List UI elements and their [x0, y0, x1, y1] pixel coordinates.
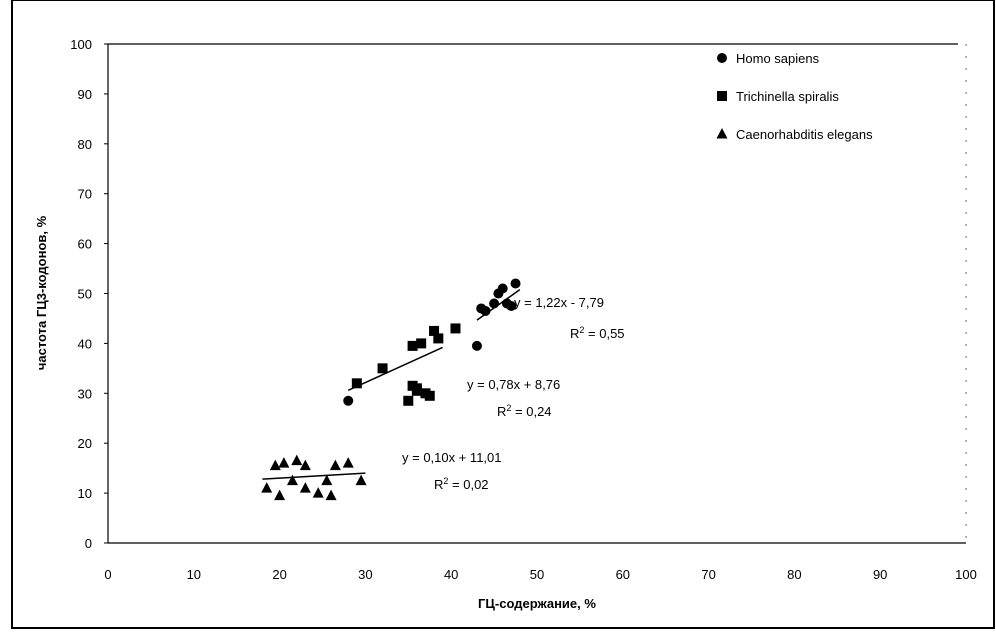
trend-equation: y = 0,78x + 8,76	[467, 377, 560, 392]
data-point	[312, 487, 324, 498]
x-tick-label: 30	[358, 567, 372, 582]
y-tick-label: 20	[78, 436, 92, 451]
legend-entry: Caenorhabditis elegans	[736, 127, 873, 142]
trend-equation: y = 0,10x + 11,01	[402, 450, 502, 465]
data-point	[269, 459, 281, 471]
data-point	[351, 378, 362, 389]
data-point	[424, 390, 435, 401]
legend-marker	[717, 53, 727, 63]
data-point	[450, 323, 461, 334]
trend-r-squared: R2 = 0,55	[570, 325, 625, 341]
tick-labels: 0 10 20 30 40 50 60 70 80 90 100 0 10 20 30 40 50 60 70 80 9…	[70, 37, 977, 582]
data-point	[261, 482, 273, 493]
data-point	[286, 474, 298, 486]
data-point	[278, 457, 290, 468]
x-tick-label: 100	[955, 567, 977, 582]
x-tick-label: 20	[272, 567, 286, 582]
data-point	[329, 459, 341, 471]
data-point	[299, 482, 311, 493]
y-tick-label: 40	[78, 336, 92, 351]
legend-marker	[717, 91, 727, 101]
data-point	[342, 457, 354, 468]
data-point	[497, 283, 508, 294]
data-point	[506, 300, 517, 311]
data-point	[325, 489, 337, 501]
trend-equation: y = 1,22x - 7,79	[514, 295, 604, 310]
legend-entry: Trichinella spiralis	[736, 89, 839, 104]
legend: Homo sapiens Trichinella spiralis Caenorha…	[716, 51, 873, 142]
x-tick-label: 70	[701, 567, 715, 582]
y-axis-title: частота ГЦ3-кодонов, %	[34, 215, 49, 370]
data-point	[411, 383, 422, 394]
axes	[104, 43, 966, 544]
y-tick-label: 0	[85, 536, 92, 551]
x-tick-label: 80	[787, 567, 801, 582]
data-point	[299, 459, 311, 471]
data-point	[355, 474, 367, 486]
data-point	[471, 340, 482, 351]
x-tick-label: 40	[444, 567, 458, 582]
trend-r-squared: R2 = 0,24	[497, 403, 552, 419]
x-tick-label: 10	[187, 567, 201, 582]
data-point	[489, 298, 500, 309]
data-point	[403, 395, 414, 406]
x-tick-label: 60	[616, 567, 630, 582]
legend-entry: Homo sapiens	[736, 51, 820, 66]
data-point	[429, 325, 440, 336]
x-tick-label: 50	[530, 567, 544, 582]
data-point	[510, 278, 521, 289]
trend-r-squared: R2 = 0,02	[434, 476, 489, 492]
x-tick-label: 0	[104, 567, 111, 582]
data-points	[261, 278, 521, 501]
data-point	[321, 474, 333, 486]
trend-line	[262, 472, 366, 480]
data-point	[416, 338, 427, 349]
data-point	[274, 489, 286, 501]
legend-marker	[716, 128, 728, 139]
data-point	[377, 363, 388, 374]
data-point	[291, 454, 303, 466]
data-point	[407, 340, 418, 351]
y-tick-label: 10	[78, 486, 92, 501]
y-tick-label: 30	[78, 386, 92, 401]
data-point	[480, 305, 491, 316]
x-axis-title: ГЦ-содержание, %	[478, 596, 596, 611]
y-tick-label: 100	[70, 37, 92, 52]
trend-equations: y = 1,22x - 7,79 R2 = 0,55 y = 0,78x + 8,7…	[402, 295, 625, 492]
data-point	[433, 333, 444, 344]
chart-border	[11, 0, 995, 629]
y-tick-label: 50	[78, 287, 92, 302]
y-tick-label: 70	[78, 187, 92, 202]
x-tick-label: 90	[873, 567, 887, 582]
y-tick-label: 60	[78, 237, 92, 252]
y-tick-label: 80	[78, 137, 92, 152]
trend-line	[347, 346, 443, 391]
data-point	[343, 395, 354, 406]
y-tick-label: 90	[78, 87, 92, 102]
